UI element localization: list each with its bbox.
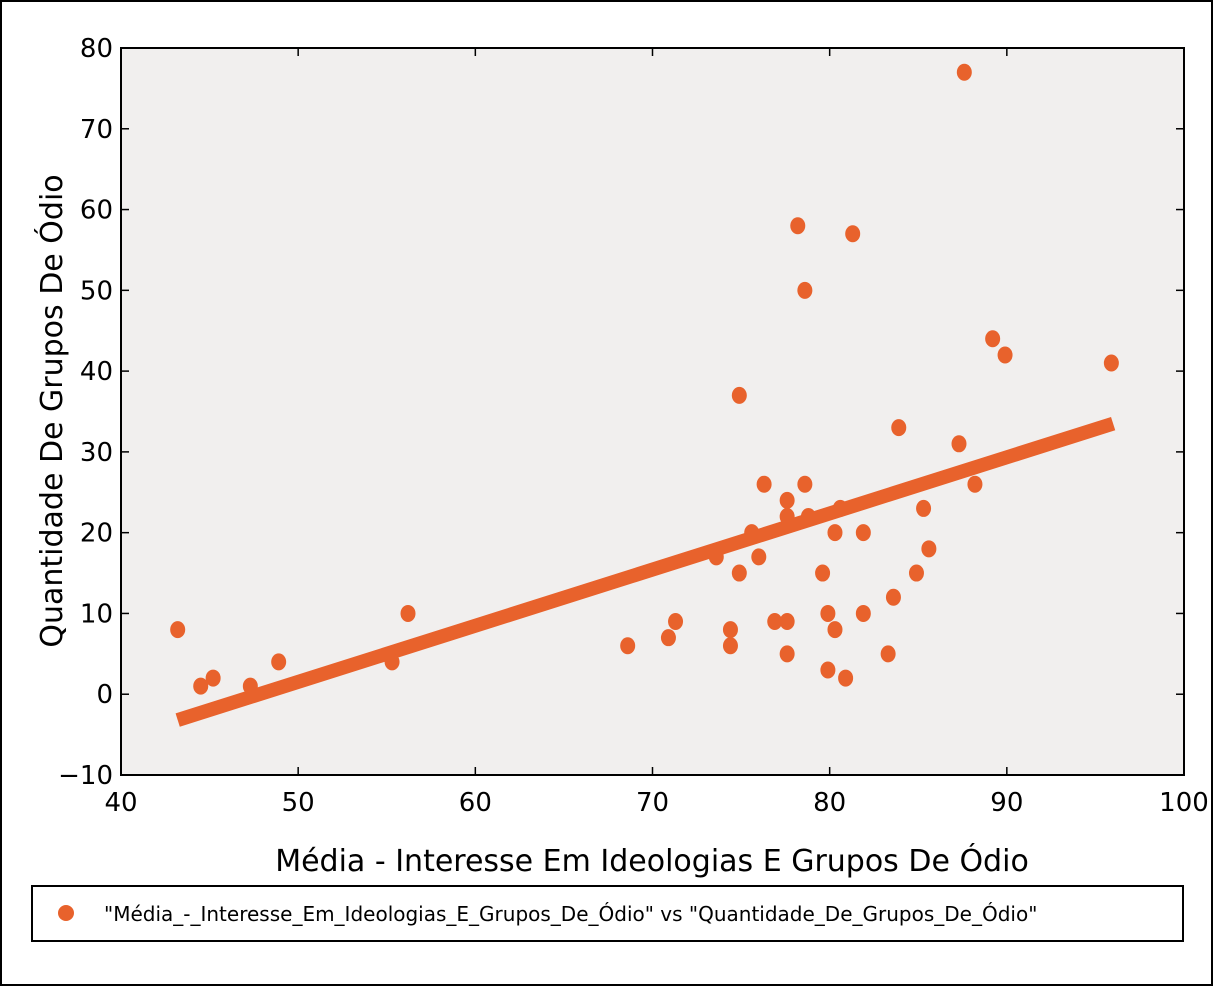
y-tick-label: 30 xyxy=(80,438,113,468)
fit-line xyxy=(175,416,1116,727)
y-tick-label: 60 xyxy=(80,196,113,226)
data-point xyxy=(756,475,772,493)
data-point xyxy=(271,653,287,671)
data-point xyxy=(722,621,738,639)
data-point xyxy=(660,629,676,647)
legend-box xyxy=(31,885,1184,942)
y-tick-label: 0 xyxy=(96,680,113,710)
data-point xyxy=(779,491,795,509)
data-point xyxy=(832,499,848,517)
data-point xyxy=(845,225,861,243)
data-point xyxy=(921,540,937,558)
data-point xyxy=(997,346,1013,364)
x-axis-label: Média - Interesse Em Ideologias E Grupos… xyxy=(275,842,1029,879)
data-point xyxy=(767,613,783,631)
data-point xyxy=(400,604,416,622)
legend-marker xyxy=(58,905,74,921)
data-point xyxy=(779,508,795,526)
plot-area xyxy=(121,48,1184,775)
data-point xyxy=(838,669,854,687)
data-point xyxy=(731,564,747,582)
data-point xyxy=(193,677,209,695)
data-point xyxy=(790,217,806,235)
x-tick-label: 100 xyxy=(1159,788,1209,818)
x-tick-label: 60 xyxy=(459,788,492,818)
data-point xyxy=(800,508,816,526)
y-tick-label: 80 xyxy=(80,34,113,64)
data-point xyxy=(880,645,896,663)
data-point xyxy=(855,524,871,542)
data-point xyxy=(797,475,813,493)
data-point xyxy=(242,677,258,695)
data-point xyxy=(916,499,932,517)
data-point xyxy=(744,524,760,542)
x-tick-label: 80 xyxy=(813,788,846,818)
y-tick-label: 10 xyxy=(80,599,113,629)
data-point xyxy=(668,613,684,631)
data-point xyxy=(779,613,795,631)
y-tick-label: 50 xyxy=(80,276,113,306)
data-point xyxy=(384,653,400,671)
data-point xyxy=(205,669,221,687)
data-point xyxy=(956,63,972,81)
data-point xyxy=(967,475,983,493)
data-point xyxy=(731,386,747,404)
data-point xyxy=(820,604,836,622)
data-point xyxy=(827,621,843,639)
data-point xyxy=(820,661,836,679)
data-point xyxy=(1103,354,1119,372)
data-point xyxy=(751,548,767,566)
data-point xyxy=(855,604,871,622)
data-point xyxy=(908,564,924,582)
x-tick-label: 90 xyxy=(990,788,1023,818)
x-tick-label: 50 xyxy=(282,788,315,818)
data-point xyxy=(885,588,901,606)
y-tick-label: 40 xyxy=(80,357,113,387)
data-point xyxy=(951,435,967,453)
data-point xyxy=(170,621,186,639)
y-tick-label: 70 xyxy=(80,115,113,145)
data-point xyxy=(985,330,1001,348)
y-tick-label: 20 xyxy=(80,519,113,549)
data-point xyxy=(722,637,738,655)
data-point xyxy=(827,524,843,542)
data-point xyxy=(708,548,724,566)
y-tick-label: −10 xyxy=(58,761,113,791)
data-point xyxy=(891,419,907,437)
x-tick-label: 40 xyxy=(104,788,137,818)
data-point xyxy=(815,564,831,582)
legend: "Média_-_Interesse_Em_Ideologias_E_Grupo… xyxy=(31,885,1184,942)
legend-entry-label: "Média_-_Interesse_Em_Ideologias_E_Grupo… xyxy=(104,902,1037,926)
data-point xyxy=(797,281,813,299)
y-axis-label: Quantidade De Grupos De Ódio xyxy=(33,174,70,647)
data-point xyxy=(779,645,795,663)
data-point xyxy=(620,637,636,655)
x-tick-label: 70 xyxy=(636,788,669,818)
